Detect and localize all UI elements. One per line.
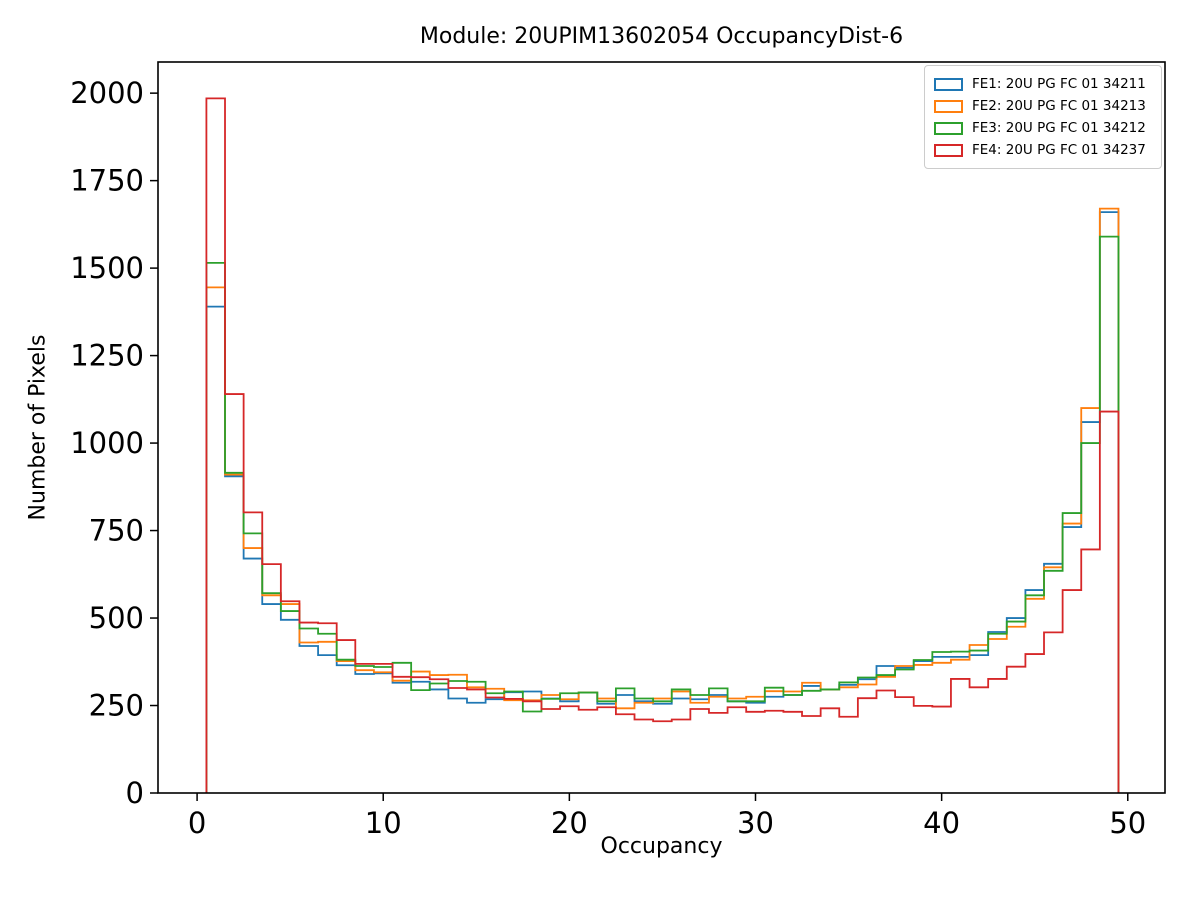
legend-label-fe3: FE3: 20U PG FC 01 34212 [972,120,1146,136]
legend-item-fe2: FE2: 20U PG FC 01 34213 [934,95,1152,117]
y-axis-label-text: Number of Pixels [25,334,51,520]
legend-swatch-fe1 [934,77,963,91]
legend-label-fe1: FE1: 20U PG FC 01 34211 [972,76,1146,92]
legend-swatch-fe2 [934,99,963,113]
legend-item-fe4: FE4: 20U PG FC 01 34237 [934,139,1152,161]
chart-title: Module: 20UPIM13602054 OccupancyDist-6 [419,24,904,49]
legend-label-fe2: FE2: 20U PG FC 01 34213 [972,98,1146,114]
svg-text:0: 0 [188,806,206,840]
svg-text:1750: 1750 [70,164,144,198]
svg-text:1000: 1000 [70,426,144,460]
legend-swatch-fe4 [934,143,963,157]
svg-text:1500: 1500 [70,251,144,285]
svg-text:750: 750 [89,514,144,548]
svg-text:500: 500 [89,601,144,635]
svg-text:20: 20 [551,806,588,840]
svg-text:0: 0 [126,776,144,810]
svg-text:2000: 2000 [70,76,144,110]
legend-label-fe4: FE4: 20U PG FC 01 34237 [972,142,1146,158]
svg-text:250: 250 [89,689,144,723]
x-axis-label: Occupancy [600,834,723,859]
legend-swatch-fe3 [934,121,963,135]
legend-item-fe1: FE1: 20U PG FC 01 34211 [934,73,1152,95]
svg-text:1250: 1250 [70,339,144,373]
svg-text:50: 50 [1109,806,1146,840]
svg-text:30: 30 [737,806,774,840]
svg-text:40: 40 [923,806,960,840]
svg-text:10: 10 [365,806,402,840]
legend: FE1: 20U PG FC 01 34211 FE2: 20U PG FC 0… [924,65,1162,169]
legend-item-fe3: FE3: 20U PG FC 01 34212 [934,117,1152,139]
